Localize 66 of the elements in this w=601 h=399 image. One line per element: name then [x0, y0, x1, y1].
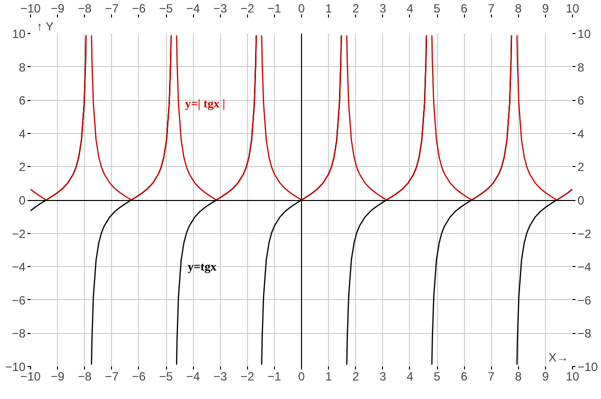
x-tick-label: −5 — [159, 370, 174, 384]
x-tick-label: 7 — [488, 370, 495, 384]
x-tick-label: −1 — [268, 370, 282, 384]
y2-tick-label: −6 — [578, 293, 592, 308]
y2-tick-label: −4 — [578, 260, 592, 274]
x-tick-label: −8 — [78, 370, 92, 384]
series-label: y=| tgx | — [184, 96, 226, 110]
x2-tick-label: 10 — [566, 2, 580, 16]
x2-tick-label: −4 — [186, 2, 200, 16]
x2-tick-label: −2 — [240, 2, 254, 16]
x2-tick-label: 2 — [352, 2, 360, 16]
x-axis-title: X→ — [548, 350, 569, 364]
y-tick-label: 10 — [12, 27, 26, 41]
x-tick-label: 1 — [325, 370, 332, 384]
y2-tick-label: 10 — [578, 27, 592, 41]
y-tick-label: −6 — [12, 293, 26, 308]
x2-tick-label: 1 — [325, 2, 332, 16]
x2-tick-label: 5 — [434, 2, 441, 16]
x2-tick-label: 0 — [298, 2, 306, 16]
x-tick-label: −6 — [132, 370, 146, 384]
x2-tick-label: −6 — [132, 2, 146, 16]
x-tick-label: −9 — [50, 370, 65, 384]
series-label: y=tgx — [188, 260, 217, 274]
x-tick-label: 2 — [352, 370, 360, 384]
x2-tick-label: −1 — [268, 2, 282, 16]
x2-tick-label: 3 — [379, 2, 386, 16]
x2-tick-label: −8 — [78, 2, 92, 16]
y-tick-label: −8 — [12, 326, 26, 341]
y2-tick-label: −2 — [578, 226, 592, 241]
x2-tick-label: −7 — [104, 2, 119, 16]
x2-tick-label: −5 — [159, 2, 174, 16]
y-tick-label: 2 — [18, 160, 26, 174]
y2-tick-label: 4 — [578, 126, 584, 141]
x-tick-label: −2 — [240, 370, 254, 384]
x-tick-label: −3 — [213, 370, 228, 384]
y-tick-label: 0 — [18, 194, 26, 208]
x-tick-label: −7 — [104, 370, 119, 384]
x2-tick-label: −9 — [50, 2, 65, 16]
y-tick-label: −10 — [5, 360, 26, 374]
y2-tick-label: 6 — [578, 94, 584, 108]
y-tick-label: 4 — [18, 126, 26, 141]
x2-tick-label: 4 — [406, 2, 414, 16]
x-tick-label: 5 — [434, 370, 441, 384]
y2-tick-label: −8 — [578, 326, 592, 341]
y-tick-label: 8 — [18, 60, 26, 74]
x-tick-label: 9 — [542, 370, 550, 384]
y-tick-label: 6 — [18, 94, 26, 108]
x2-tick-label: 8 — [514, 2, 522, 16]
y2-tick-label: −10 — [578, 360, 598, 374]
y2-tick-label: 8 — [578, 60, 584, 74]
x-tick-label: 3 — [379, 370, 386, 384]
y2-tick-label: 2 — [578, 160, 584, 174]
x-tick-label: 0 — [298, 370, 306, 384]
x-tick-label: 4 — [406, 370, 414, 384]
x-tick-label: 6 — [460, 370, 468, 384]
x-tick-label: 10 — [566, 370, 580, 384]
y-tick-label: −2 — [12, 226, 26, 241]
y-tick-label: −4 — [12, 260, 26, 274]
y2-tick-label: 0 — [578, 194, 584, 208]
y-axis-title: ↑ Y — [36, 20, 54, 34]
x-tick-label: 8 — [514, 370, 522, 384]
x2-tick-label: 9 — [542, 2, 550, 16]
x2-tick-label: 6 — [460, 2, 468, 16]
x-tick-label: −4 — [186, 370, 200, 384]
x2-tick-label: 7 — [488, 2, 495, 16]
x2-tick-label: −3 — [213, 2, 228, 16]
